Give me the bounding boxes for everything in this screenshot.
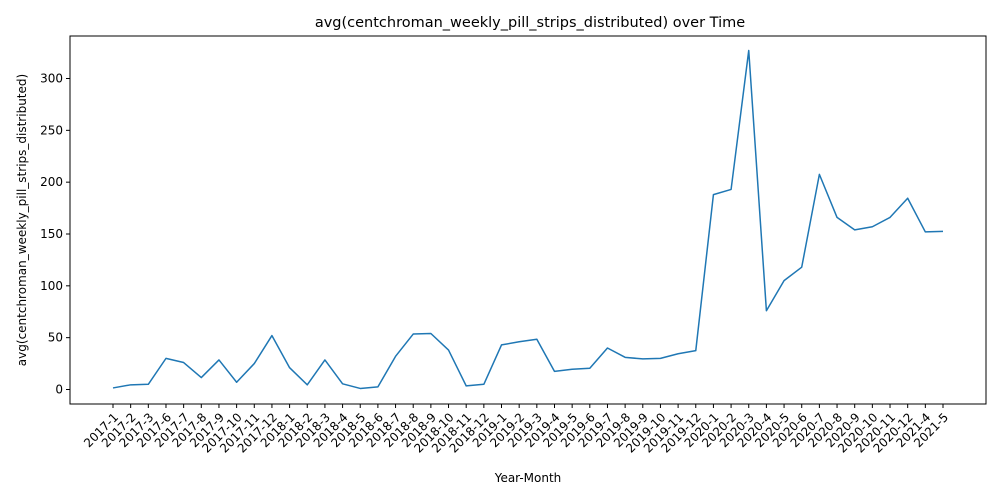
- y-tick-label: 300: [40, 72, 63, 86]
- y-tick-label: 250: [40, 123, 63, 137]
- chart-title: avg(centchroman_weekly_pill_strips_distr…: [315, 15, 745, 31]
- y-axis-label: avg(centchroman_weekly_pill_strips_distr…: [15, 74, 29, 366]
- y-tick-label: 200: [40, 175, 63, 189]
- x-axis: 2017-12017-22017-32017-62017-72017-82017…: [81, 404, 951, 456]
- y-tick-label: 0: [55, 382, 63, 396]
- y-tick-label: 150: [40, 227, 63, 241]
- y-tick-label: 100: [40, 279, 63, 293]
- series-line: [112, 49, 944, 390]
- plot-area: [69, 35, 987, 405]
- y-tick-label: 50: [48, 331, 63, 345]
- series-layer: [112, 49, 944, 390]
- x-axis-label: Year-Month: [494, 471, 562, 485]
- y-axis: 0 50 100 150 200 250 300: [40, 72, 70, 396]
